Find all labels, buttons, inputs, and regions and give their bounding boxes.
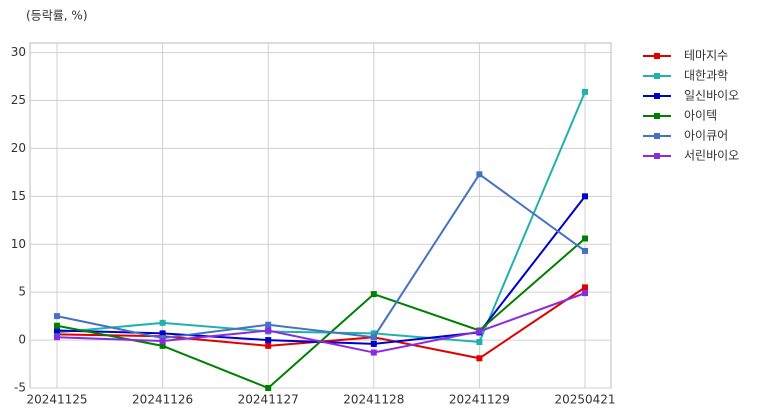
y-tick-label: 15 bbox=[11, 189, 26, 203]
point bbox=[265, 337, 272, 344]
point bbox=[476, 328, 483, 335]
chart-title: (등락률, %) bbox=[26, 9, 88, 23]
point bbox=[265, 321, 272, 328]
point bbox=[54, 313, 60, 320]
point bbox=[476, 171, 483, 178]
legend-marker bbox=[654, 73, 660, 79]
point bbox=[582, 290, 588, 297]
y-tick-label: 25 bbox=[11, 93, 26, 107]
point bbox=[582, 193, 588, 200]
point bbox=[582, 284, 588, 291]
y-tick-label: 30 bbox=[11, 45, 26, 59]
y-tick-label: 5 bbox=[18, 285, 26, 299]
series-line bbox=[56, 292, 586, 354]
x-tick-label: 20241128 bbox=[343, 393, 404, 407]
point bbox=[159, 319, 166, 326]
point bbox=[265, 327, 272, 334]
x-tick-label: 20241126 bbox=[132, 393, 193, 407]
legend-marker bbox=[654, 113, 660, 119]
x-tick-label: 20241129 bbox=[449, 393, 510, 407]
legend-label: 서린바이오 bbox=[684, 149, 739, 163]
point bbox=[370, 349, 377, 356]
x-tick-label: 20241127 bbox=[238, 393, 299, 407]
point bbox=[582, 247, 588, 254]
series-line bbox=[56, 172, 586, 340]
y-tick-label: 20 bbox=[11, 141, 26, 155]
series-line bbox=[56, 91, 586, 344]
y-tick-label: 0 bbox=[18, 333, 26, 347]
point bbox=[159, 342, 166, 349]
point bbox=[159, 338, 166, 345]
legend-label: 대한과학 bbox=[684, 69, 728, 83]
y-tick-label: 10 bbox=[11, 237, 26, 251]
y-tick-label: -5 bbox=[14, 381, 26, 395]
point bbox=[476, 355, 483, 362]
point bbox=[54, 322, 60, 329]
legend-label: 일신바이오 bbox=[684, 89, 739, 103]
point bbox=[370, 291, 377, 298]
point bbox=[370, 334, 377, 341]
point bbox=[476, 339, 483, 345]
point bbox=[159, 330, 166, 337]
point bbox=[265, 342, 272, 349]
point bbox=[54, 327, 60, 334]
point bbox=[370, 330, 377, 337]
series-line bbox=[56, 237, 586, 390]
x-tick-label: 20241125 bbox=[26, 393, 87, 407]
point bbox=[54, 334, 60, 341]
point bbox=[582, 88, 588, 95]
point bbox=[370, 340, 377, 347]
x-tick-label: 20250421 bbox=[554, 393, 615, 407]
legend-marker bbox=[654, 93, 660, 99]
legend-marker bbox=[654, 53, 660, 59]
legend-label: 아이큐어 bbox=[684, 129, 728, 143]
legend-marker bbox=[654, 153, 660, 159]
legend-label: 테마지수 bbox=[684, 49, 728, 63]
legend-marker bbox=[654, 133, 660, 139]
point bbox=[265, 385, 272, 391]
point bbox=[582, 235, 588, 242]
legend-label: 아이텍 bbox=[684, 109, 717, 123]
